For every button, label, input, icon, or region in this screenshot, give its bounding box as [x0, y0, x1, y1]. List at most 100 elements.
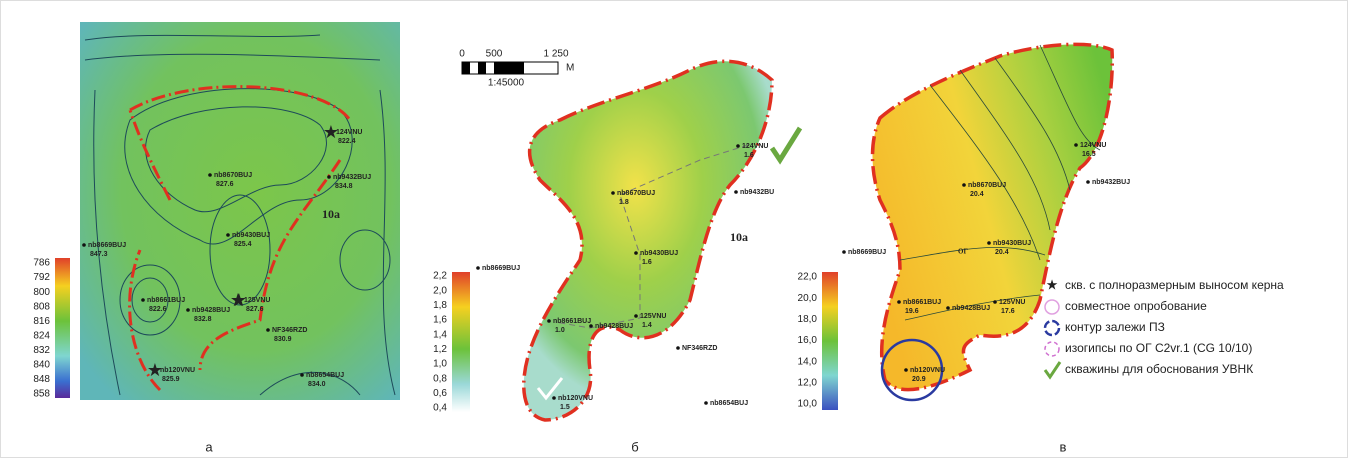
well-value: 1.6 [642, 259, 652, 266]
scale-tick: 0 [459, 49, 465, 60]
colorbar-label: 848 [33, 374, 50, 385]
well-name: 125VNU [244, 297, 270, 304]
colorbar-label: 1,6 [433, 315, 447, 326]
well-dot [897, 300, 901, 304]
colorbar-label: 16,0 [798, 335, 818, 346]
colorbar-label: 808 [33, 301, 50, 312]
well-name: nb9428BUJ [595, 323, 633, 330]
well-name: nb9428BUJ [952, 305, 990, 312]
well-dot [946, 306, 950, 310]
well-dot [300, 373, 304, 377]
well-name: nb9430BUJ [993, 240, 1031, 247]
well-name: nb9430BUJ [232, 232, 270, 239]
well-name: nb9428BUJ [192, 307, 230, 314]
colorbar-label: 792 [33, 272, 50, 283]
panel-caption: б [631, 439, 638, 454]
colorbar-c [822, 272, 838, 410]
well-dot [987, 241, 991, 245]
colorbar-label: 0,6 [433, 388, 447, 399]
colorbar-label: 1,4 [433, 329, 447, 340]
map-c [870, 42, 1115, 392]
colorbar-label: 800 [33, 287, 50, 298]
deposit-contour [880, 338, 944, 402]
check-mark [536, 377, 564, 401]
colorbar-label: 858 [33, 389, 50, 400]
scale-bar [461, 61, 559, 75]
well-value: 830.9 [274, 336, 292, 343]
legend-check [1043, 361, 1062, 380]
well-dot [266, 328, 270, 332]
well-name: nb8654BUJ [710, 400, 748, 407]
colorbar-label: 22,0 [798, 272, 818, 283]
well-name: nb8670BUJ [617, 190, 655, 197]
well-name: nb8661BUJ [903, 299, 941, 306]
well-name: 124VNU [742, 143, 768, 150]
scale-ratio: 1:45000 [488, 78, 525, 89]
core-well-star: ★ [323, 122, 339, 142]
legend-item: контур залежи ПЗ [1065, 320, 1165, 334]
well-dot [238, 298, 242, 302]
well-name: nb8661BUJ [147, 297, 185, 304]
well-dot [962, 183, 966, 187]
colorbar-label: 2,0 [433, 285, 447, 296]
well-dot [82, 243, 86, 247]
well-dot [611, 191, 615, 195]
well-value: 827.6 [216, 181, 234, 188]
scale-tick: 1 250 [543, 49, 568, 60]
well-name: nb8670BUJ [214, 172, 252, 179]
well-dot [904, 368, 908, 372]
well-name: nb9432BU [740, 189, 774, 196]
well-value: 1.0 [555, 327, 565, 334]
well-value: 16.5 [1082, 151, 1096, 158]
core-well-star: ★ [231, 290, 247, 310]
scale-tick: 500 [486, 49, 503, 60]
well-dot [208, 173, 212, 177]
well-dot [1086, 180, 1090, 184]
well-value: 20.4 [970, 191, 984, 198]
map-b [522, 59, 774, 422]
well-value: 20.4 [995, 249, 1009, 256]
well-value: 847.3 [90, 251, 108, 258]
colorbar-label: 1,2 [433, 344, 447, 355]
well-value: 1.8 [619, 199, 629, 206]
well-dot [634, 314, 638, 318]
well-name: nb120VNU [910, 367, 945, 374]
well-dot [634, 251, 638, 255]
core-well-star: ★ [230, 290, 246, 310]
colorbar-label: 832 [33, 345, 50, 356]
well-value: 19.6 [905, 308, 919, 315]
well-dot [141, 298, 145, 302]
region-label: 10a [730, 230, 748, 244]
well-name: 125VNU [640, 313, 666, 320]
colorbar-label: 20,0 [798, 293, 818, 304]
well-value: 822.4 [338, 138, 356, 145]
scale-unit: М [566, 63, 574, 74]
well-value: 825.9 [162, 376, 180, 383]
colorbar-label: 1,8 [433, 300, 447, 311]
well-dot [476, 266, 480, 270]
legend-contour [1043, 319, 1061, 337]
colorbar-label: 840 [33, 360, 50, 371]
well-name: nb9432BUJ [1092, 179, 1130, 186]
legend-circle [1044, 299, 1060, 315]
well-dot [547, 319, 551, 323]
well-name: 124VNU [1080, 142, 1106, 149]
legend-star: ★ [1046, 277, 1059, 293]
profile-line [554, 144, 749, 329]
well-value: 17.6 [1001, 308, 1015, 315]
colorbar-label: 12,0 [798, 377, 818, 388]
well-name: 125VNU [999, 299, 1025, 306]
legend-item: скважины для обоснования УВНК [1065, 362, 1253, 376]
well-value: 834.0 [308, 381, 326, 388]
well-value: 832.8 [194, 316, 212, 323]
well-value: 834.8 [335, 183, 353, 190]
well-dot [676, 346, 680, 350]
panel-caption: в [1060, 439, 1067, 454]
contour-red-a [128, 85, 352, 392]
well-dot [186, 308, 190, 312]
colorbar-label: 824 [33, 330, 50, 341]
contours-c [899, 44, 1101, 321]
colorbar-label: 786 [33, 258, 50, 269]
